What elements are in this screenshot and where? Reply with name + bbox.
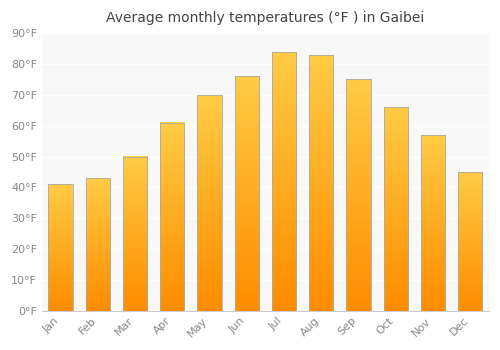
Bar: [458, 172, 482, 310]
Bar: [160, 122, 184, 310]
Bar: [272, 52, 296, 310]
Bar: [309, 55, 334, 310]
Bar: [421, 135, 445, 310]
Bar: [384, 107, 408, 310]
Bar: [48, 184, 72, 310]
Bar: [234, 76, 259, 310]
Bar: [346, 79, 370, 310]
Bar: [86, 178, 110, 310]
Title: Average monthly temperatures (°F ) in Gaibei: Average monthly temperatures (°F ) in Ga…: [106, 11, 424, 25]
Bar: [123, 156, 147, 310]
Bar: [198, 95, 222, 310]
